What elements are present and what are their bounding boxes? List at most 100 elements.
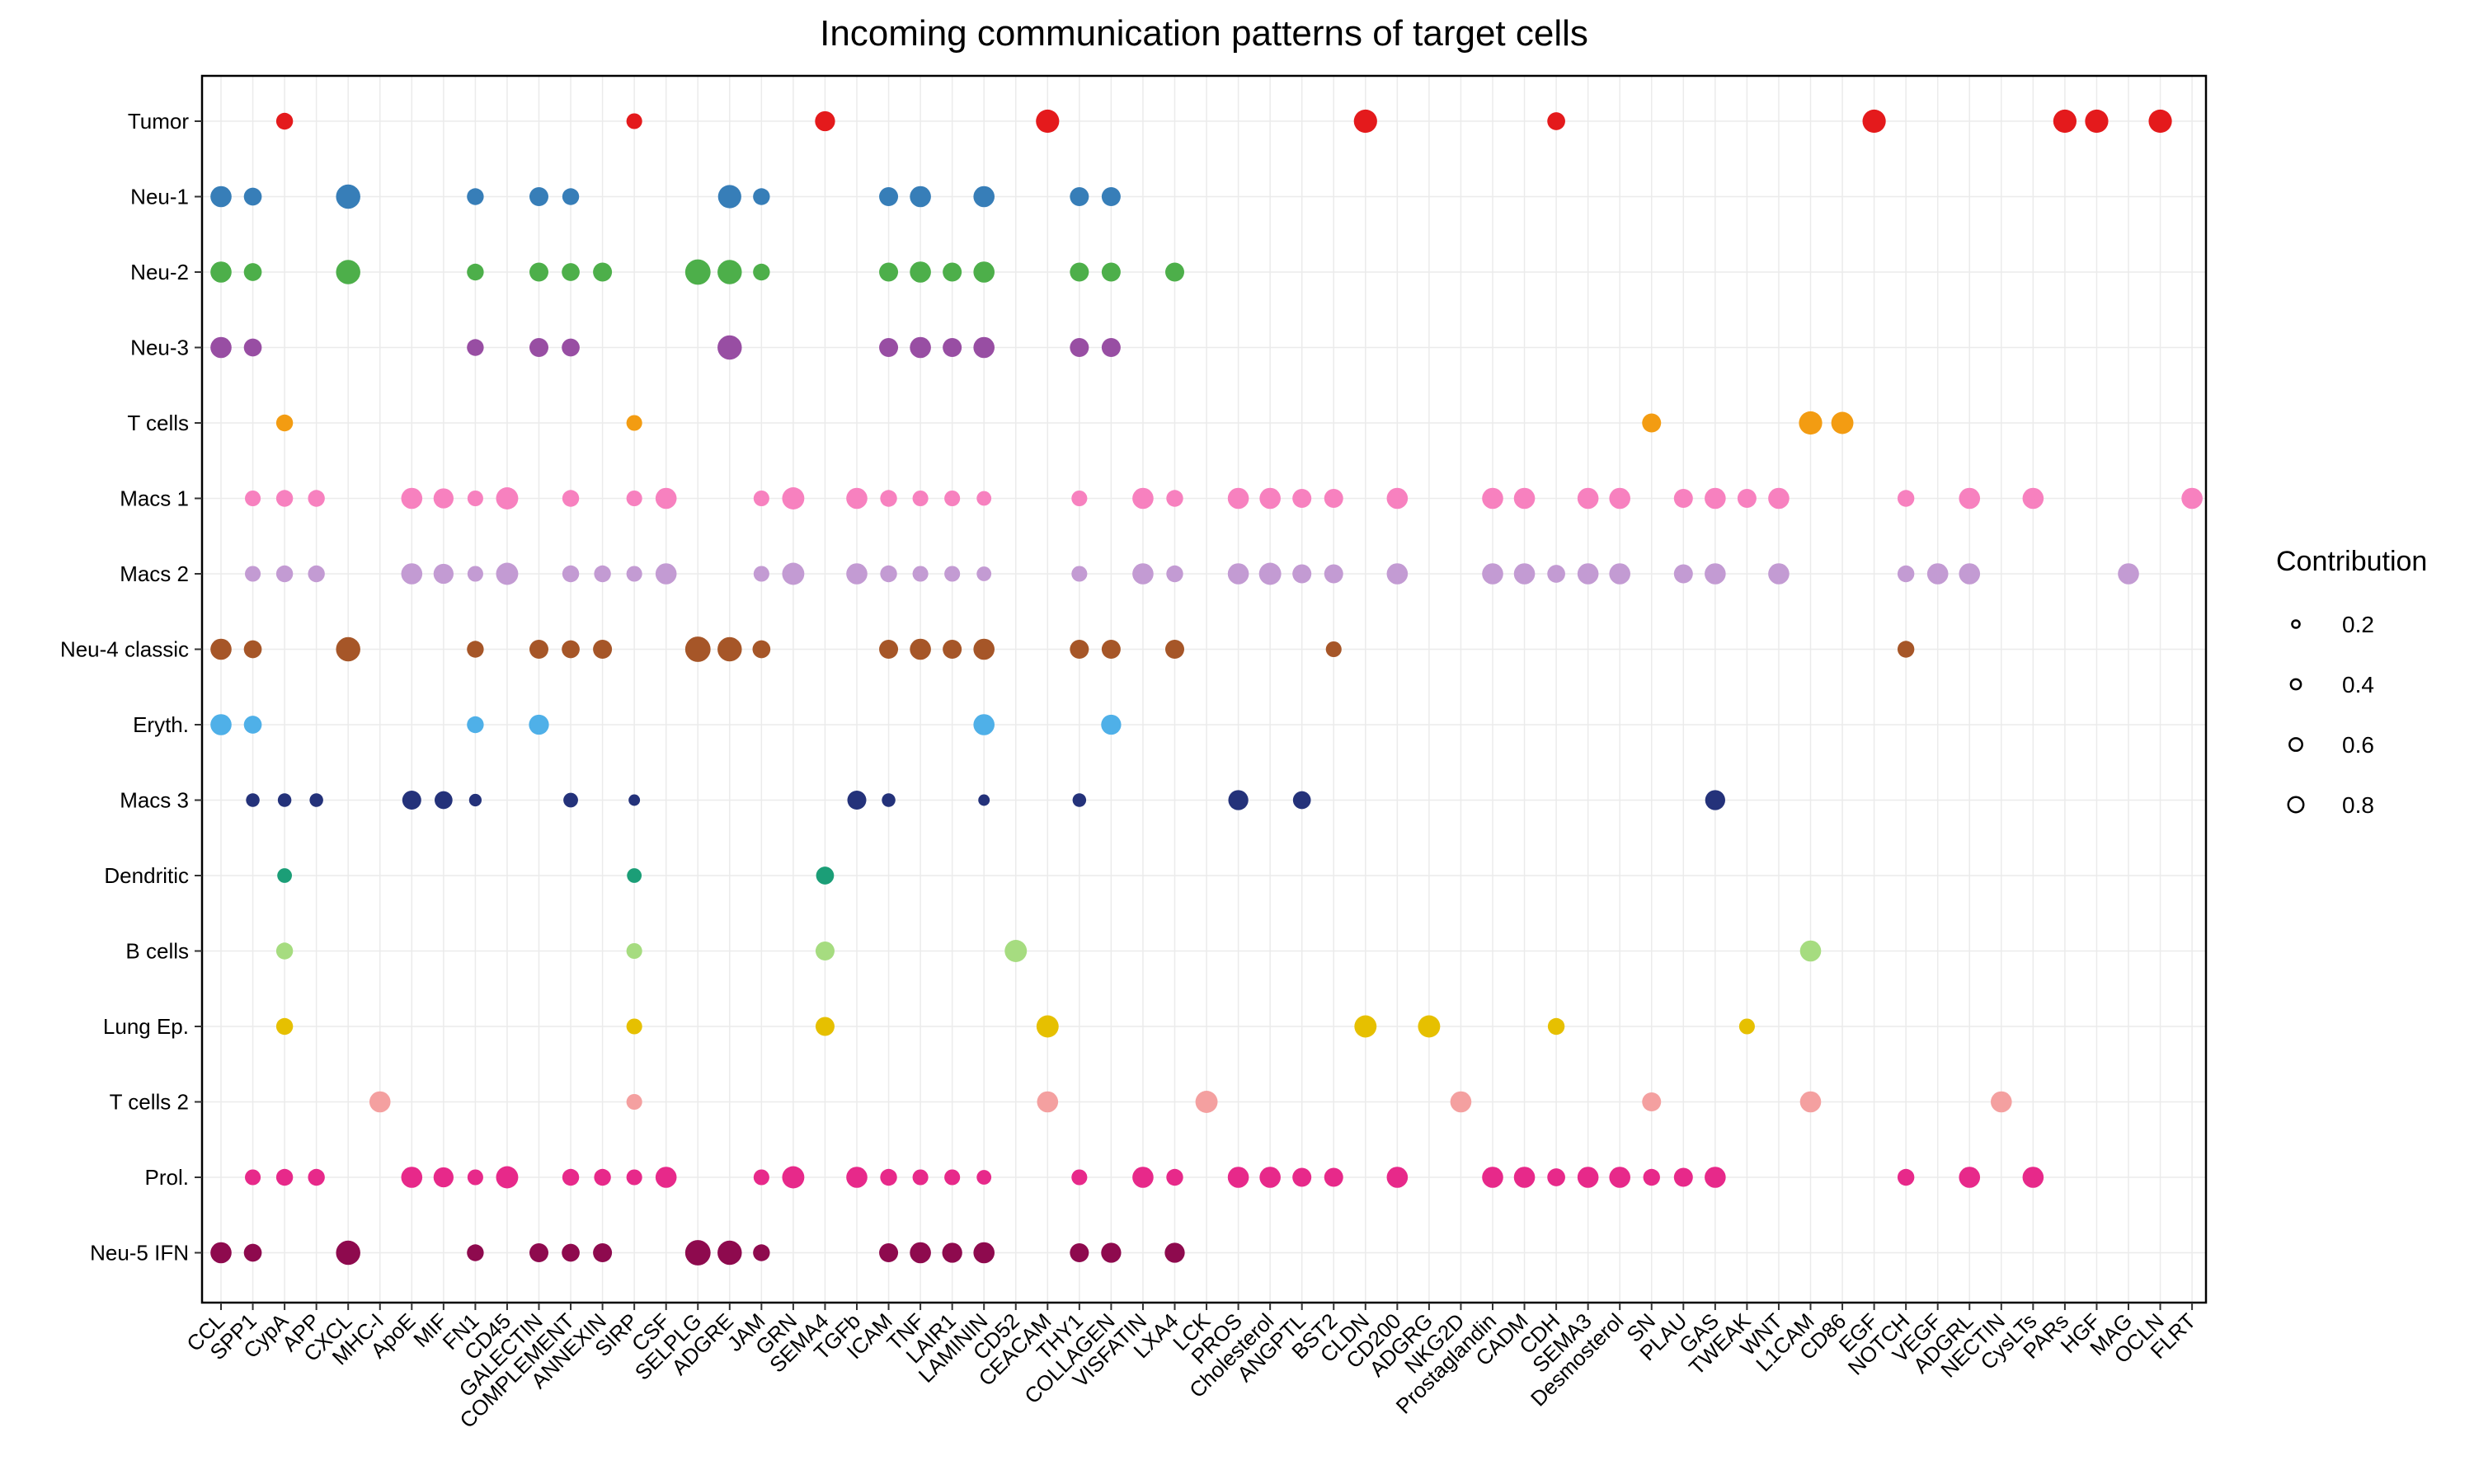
data-point xyxy=(1070,338,1089,357)
y-tick-label: Neu-3 xyxy=(130,336,189,360)
data-point xyxy=(401,563,423,585)
data-point xyxy=(753,1169,769,1186)
data-point xyxy=(942,1242,962,1263)
data-point xyxy=(562,565,580,583)
data-point xyxy=(467,263,484,281)
data-point xyxy=(245,566,261,582)
data-point xyxy=(1386,1167,1409,1188)
data-point xyxy=(973,336,995,359)
data-point xyxy=(562,1243,580,1262)
data-point xyxy=(1513,1167,1536,1188)
data-point xyxy=(2053,109,2077,134)
data-point xyxy=(1386,563,1409,585)
data-point xyxy=(846,1167,868,1188)
data-point xyxy=(879,338,899,357)
plot-border xyxy=(200,74,2208,1304)
data-point xyxy=(468,793,482,807)
data-point xyxy=(1418,1015,1441,1038)
data-point xyxy=(210,714,232,735)
y-tick-label: Macs 3 xyxy=(120,788,189,813)
data-point xyxy=(627,868,642,883)
data-point xyxy=(308,490,325,507)
data-point xyxy=(1482,563,1503,585)
data-point xyxy=(1292,1167,1312,1187)
data-point xyxy=(309,793,323,807)
data-point xyxy=(753,1244,770,1261)
data-point xyxy=(1547,1168,1565,1186)
data-point xyxy=(1705,563,1726,585)
data-point xyxy=(753,566,769,582)
data-point xyxy=(275,490,294,507)
data-point xyxy=(684,259,711,285)
data-point xyxy=(467,339,484,356)
data-point xyxy=(1165,262,1184,282)
data-point xyxy=(1705,487,1726,510)
data-point xyxy=(717,335,742,360)
data-point xyxy=(275,942,294,960)
data-point xyxy=(496,562,519,585)
data-point xyxy=(243,1243,262,1262)
data-point xyxy=(879,640,899,659)
data-point xyxy=(912,566,929,582)
data-point xyxy=(496,1166,519,1189)
data-point xyxy=(1228,790,1249,810)
data-point xyxy=(943,262,962,282)
data-point xyxy=(401,487,423,510)
data-point xyxy=(655,1167,677,1188)
data-point xyxy=(1547,565,1565,583)
data-point xyxy=(912,490,929,507)
data-point xyxy=(815,1017,835,1036)
data-point xyxy=(2022,1167,2044,1188)
data-point xyxy=(626,490,642,507)
data-point xyxy=(1959,563,1981,585)
data-point xyxy=(1292,791,1311,810)
data-point xyxy=(912,1169,929,1186)
data-point xyxy=(2118,563,2139,585)
data-point xyxy=(626,1018,642,1035)
data-point xyxy=(336,636,360,662)
data-point xyxy=(336,184,360,209)
data-point xyxy=(2085,109,2109,134)
data-point xyxy=(308,565,325,583)
data-point xyxy=(1705,790,1726,810)
data-point xyxy=(210,638,232,660)
y-tick-label: Neu-5 IFN xyxy=(90,1241,189,1266)
data-point xyxy=(1324,564,1343,584)
data-point xyxy=(717,1240,742,1266)
data-point xyxy=(1101,338,1121,357)
legend-size-key xyxy=(2291,619,2301,629)
data-point xyxy=(245,490,261,507)
legend-size-key xyxy=(2288,737,2303,752)
data-point xyxy=(1768,487,1790,510)
data-point xyxy=(782,1166,805,1189)
data-point xyxy=(882,793,896,807)
data-point xyxy=(684,636,711,662)
data-point xyxy=(1132,1167,1154,1188)
data-point xyxy=(1227,487,1249,510)
data-point xyxy=(433,488,454,509)
y-tick-label: Eryth. xyxy=(133,712,189,737)
data-point xyxy=(717,636,742,662)
data-point xyxy=(910,261,931,283)
data-point xyxy=(402,791,421,810)
data-point xyxy=(815,942,835,960)
y-tick-label: Prol. xyxy=(145,1165,189,1190)
data-point xyxy=(1673,564,1693,584)
legend-title: Contribution xyxy=(2276,546,2427,577)
data-point xyxy=(655,563,677,585)
data-point xyxy=(401,1167,423,1188)
legend: Contribution 0.2 0.4 0.6 0.8 xyxy=(2276,546,2427,818)
data-point xyxy=(753,490,769,507)
data-point xyxy=(847,791,867,810)
data-point xyxy=(467,641,484,658)
legend-size-label: 0.6 xyxy=(2342,732,2374,758)
data-point xyxy=(529,714,549,735)
data-point xyxy=(1513,563,1536,585)
data-point xyxy=(973,714,995,735)
data-point xyxy=(1862,109,1886,134)
data-point xyxy=(1101,714,1122,735)
y-tick-label: T cells xyxy=(127,411,189,435)
data-point xyxy=(275,112,294,130)
data-point xyxy=(1292,489,1312,508)
data-point xyxy=(973,1242,995,1264)
